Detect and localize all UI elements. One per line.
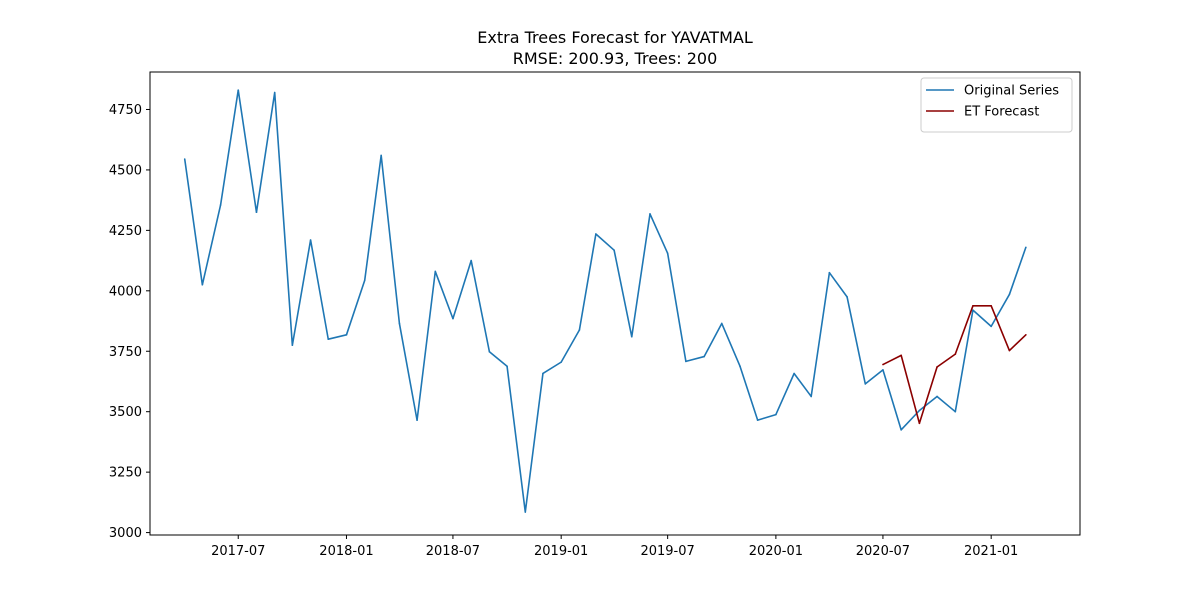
data-point [416, 419, 418, 421]
data-point [828, 271, 831, 274]
data-point [685, 360, 687, 363]
data-point [1025, 334, 1027, 336]
data-point [918, 422, 921, 425]
x-tick-label: 2019-07 [640, 544, 694, 559]
data-point [810, 395, 812, 398]
legend-label: ET Forecast [964, 105, 1039, 120]
data-point [703, 355, 705, 358]
data-point [201, 283, 204, 286]
series-line-et-forecast [882, 304, 1027, 425]
data-point [649, 213, 651, 215]
data-point [666, 252, 669, 255]
data-point [219, 204, 222, 206]
data-point [524, 511, 527, 513]
data-point [630, 335, 633, 338]
chart-subtitle: RMSE: 200.93, Trees: 200 [513, 49, 718, 68]
y-tick-label: 4000 [109, 284, 142, 299]
legend: Original Series ET Forecast [920, 77, 1073, 133]
x-tick-label: 2020-01 [749, 544, 803, 559]
y-tick-label: 4500 [109, 163, 142, 178]
data-point [327, 338, 330, 340]
y-tick-label: 3500 [109, 405, 142, 420]
series-layer [183, 89, 1027, 513]
data-point [1008, 293, 1011, 296]
data-point [488, 350, 491, 353]
data-point [183, 158, 186, 160]
y-tick-label: 3250 [109, 466, 142, 481]
data-point [954, 353, 957, 355]
data-point [595, 233, 597, 235]
data-point [309, 239, 312, 241]
data-point [273, 91, 276, 94]
data-point [255, 211, 258, 214]
x-tick-label: 2019-01 [534, 544, 588, 559]
data-point [972, 309, 974, 311]
data-point [506, 365, 508, 368]
data-point [882, 369, 884, 371]
data-point [578, 329, 581, 331]
data-point [470, 259, 472, 262]
data-point [1025, 246, 1027, 249]
x-tick-label: 2021-01 [964, 544, 1018, 559]
data-point [900, 429, 902, 431]
data-point [864, 383, 867, 385]
data-point [1008, 349, 1011, 352]
data-point [756, 419, 759, 421]
y-tick-label: 4750 [109, 103, 142, 118]
data-point [434, 270, 437, 273]
data-point [720, 322, 723, 325]
x-tick-label: 2018-07 [426, 544, 480, 559]
data-point [846, 296, 848, 298]
data-point [918, 409, 921, 412]
data-point [380, 154, 382, 157]
data-point [936, 366, 938, 368]
y-axis: 3000 3250 3500 3750 4000 4250 4500 4750 [109, 103, 150, 541]
x-axis: 2017-07 2018-01 2018-07 2019-01 2019-07 2020-… [211, 535, 1018, 559]
data-point [739, 365, 741, 368]
legend-label: Original Series [964, 84, 1059, 99]
data-point [990, 304, 992, 307]
data-point [775, 413, 777, 416]
data-point [345, 334, 348, 336]
data-point [972, 304, 974, 307]
x-tick-label: 2017-07 [211, 544, 265, 559]
y-tick-label: 4250 [109, 224, 142, 239]
data-point [363, 279, 366, 282]
data-point [936, 395, 938, 398]
x-tick-label: 2018-01 [319, 544, 373, 559]
y-tick-label: 3750 [109, 345, 142, 360]
data-point [291, 344, 294, 347]
data-point [452, 317, 454, 320]
data-point [990, 325, 992, 328]
data-point [398, 322, 401, 325]
data-point [237, 89, 240, 91]
chart-title: Extra Trees Forecast for YAVATMAL [477, 28, 753, 47]
data-point [542, 372, 544, 375]
x-tick-label: 2020-07 [856, 544, 910, 559]
legend-box [920, 77, 1073, 133]
data-point [613, 249, 615, 251]
plot-frame [149, 71, 1081, 536]
data-point [560, 361, 562, 363]
data-point [954, 410, 957, 413]
data-point [882, 363, 884, 366]
series-line-original-series [183, 89, 1027, 513]
data-point [900, 354, 902, 357]
y-tick-label: 3000 [109, 526, 142, 541]
data-point [793, 372, 795, 375]
